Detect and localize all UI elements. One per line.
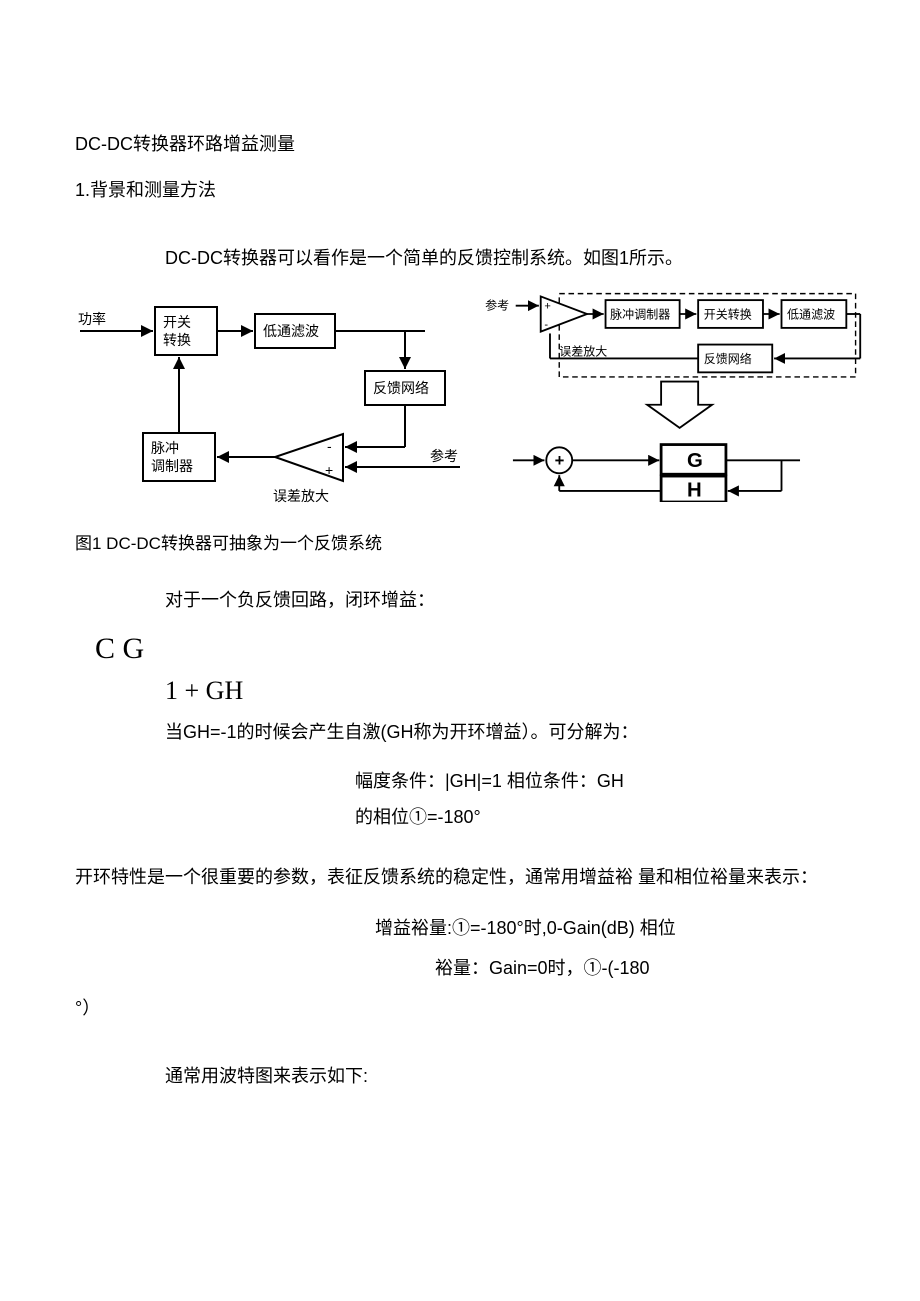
svg-text:转换: 转换 — [163, 332, 191, 348]
openloop-paragraph: 开环特性是一个很重要的参数，表征反馈系统的稳定性，通常用增益裕 量和相位裕量来表… — [75, 860, 845, 894]
svg-text:+: + — [325, 462, 333, 478]
label-lpf2: 低通滤波 — [787, 308, 835, 322]
label-feedback: 反馈网络 — [373, 380, 429, 396]
svg-text:-: - — [327, 438, 332, 454]
figure-1-caption: 图1 DC-DC转换器可抽象为一个反馈系统 — [75, 529, 845, 554]
svg-text:+: + — [544, 301, 551, 313]
svg-text:调制器: 调制器 — [151, 458, 193, 474]
label-power: 功率 — [78, 311, 106, 327]
figure-1-row: 功率 开关 转换 低通滤波 反馈网络 — [75, 289, 845, 514]
label-erramp: 误差放大 — [273, 488, 329, 504]
label-G: G — [687, 450, 703, 472]
phase-margin: 裕量：Gain=0时，①-(-180 — [435, 949, 845, 989]
label-H: H — [687, 480, 702, 502]
conditions: 幅度条件：|GH|=1 相位条件：GH 的相位①=-180° — [355, 763, 845, 835]
formula-denominator: 1 + GH — [165, 676, 845, 706]
label-reference: 参考 — [430, 448, 458, 464]
degree-tail: °） — [75, 994, 845, 1020]
document-page: DC-DC转换器环路增益测量 1.背景和测量方法 DC-DC转换器可以看作是一个… — [0, 0, 920, 1167]
svg-text:脉冲: 脉冲 — [151, 440, 179, 456]
diagram-left: 功率 开关 转换 低通滤波 反馈网络 — [75, 289, 475, 514]
svg-text:+: + — [555, 451, 565, 470]
diagram-right: 参考 + - 误差放大 脉冲调制器 开关转换 低通滤波 — [485, 289, 865, 507]
label-pwm2: 脉冲调制器 — [610, 307, 670, 322]
svg-text:开关: 开关 — [163, 314, 191, 330]
formula-numerator: C G — [95, 632, 845, 666]
label-lpf: 低通滤波 — [263, 323, 319, 339]
closedloop-intro: 对于一个负反馈回路，闭环增益： — [75, 584, 845, 616]
section-heading: 1.背景和测量方法 — [75, 176, 845, 202]
label-ref2: 参考 — [485, 298, 509, 313]
intro-paragraph: DC-DC转换器可以看作是一个简单的反馈控制系统。如图1所示。 — [75, 242, 845, 274]
label-fb2: 反馈网络 — [704, 351, 752, 366]
margins: 增益裕量:①=-180°时,0-Gain(dB) 相位 裕量：Gain=0时，①… — [375, 909, 845, 988]
doc-title: DC-DC转换器环路增益测量 — [75, 130, 845, 156]
svg-text:-: - — [544, 319, 548, 331]
closedloop-formula: C G 1 + GH — [95, 632, 845, 706]
cond-amplitude: 幅度条件：|GH|=1 相位条件：GH — [355, 763, 845, 799]
cond-phase: 的相位①=-180° — [355, 799, 845, 835]
bode-intro: 通常用波特图来表示如下: — [75, 1060, 845, 1092]
gain-margin: 增益裕量:①=-180°时,0-Gain(dB) 相位 — [375, 909, 845, 949]
label-switch2: 开关转换 — [704, 307, 752, 322]
label-erramp2: 误差放大 — [559, 344, 607, 359]
self-oscillation: 当GH=-1的时候会产生自激(GH称为开环增益）。可分解为： — [75, 716, 845, 748]
